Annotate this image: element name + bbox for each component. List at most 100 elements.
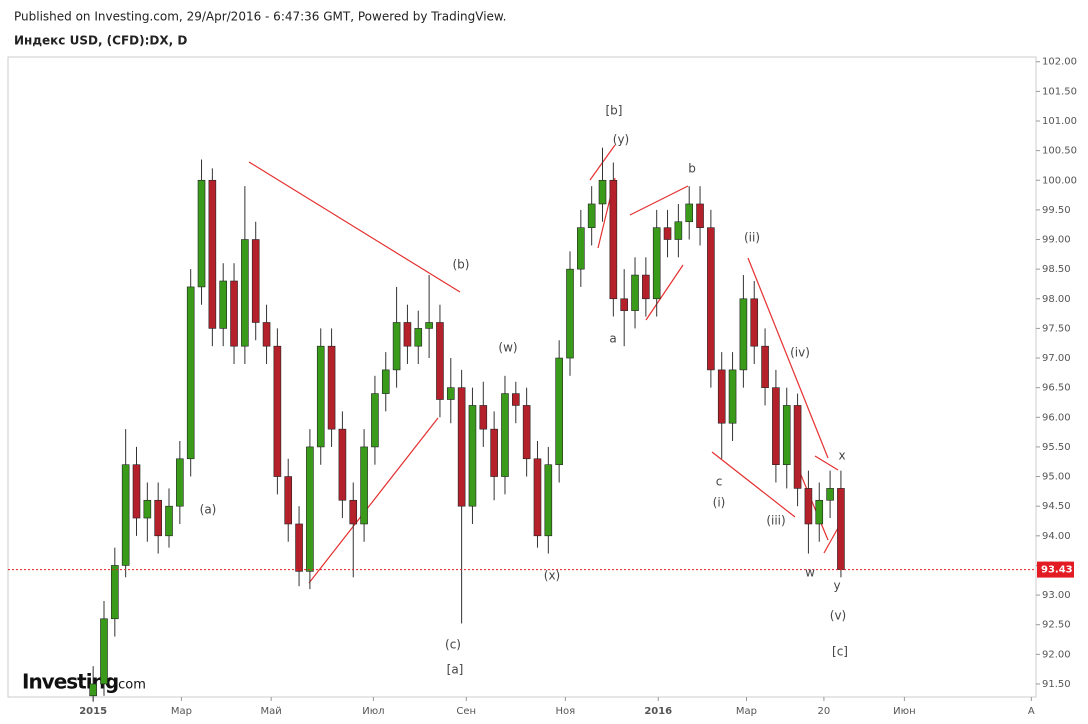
- candle-body: [468, 405, 477, 507]
- candle-body: [349, 499, 358, 525]
- candle-body: [132, 464, 141, 519]
- candle-body: [598, 179, 607, 205]
- candle-body: [696, 203, 704, 228]
- wave-label: w: [805, 566, 815, 580]
- y-tick-label: 101.00: [1042, 116, 1077, 127]
- y-tick-label: 95.50: [1042, 442, 1071, 453]
- x-tick-label: Ноя: [556, 706, 576, 717]
- y-tick-label: 92.50: [1042, 620, 1071, 631]
- wave-label: [b]: [606, 104, 623, 118]
- x-tick-label: Сен: [456, 706, 476, 717]
- candle-body: [381, 369, 390, 394]
- candle-body: [717, 369, 726, 424]
- candle-body: [392, 322, 401, 371]
- candle-body: [371, 393, 379, 448]
- candle-body: [674, 221, 683, 240]
- candle-body: [208, 179, 217, 329]
- candle-body: [360, 446, 368, 525]
- candle-body: [793, 405, 802, 489]
- x-tick-label: 2015: [79, 706, 107, 717]
- wave-label: [a]: [447, 663, 464, 677]
- x-tick-label: Мар: [736, 706, 757, 717]
- candle-body: [111, 565, 119, 620]
- candle-body: [620, 298, 628, 311]
- candle-body: [804, 488, 813, 525]
- candle-body: [577, 227, 585, 270]
- candle-body: [631, 274, 639, 311]
- candle-body: [707, 227, 715, 371]
- candle-body: [176, 458, 184, 507]
- y-tick-label: 101.50: [1042, 86, 1077, 97]
- candle-body: [230, 280, 238, 347]
- candle-body: [533, 458, 542, 537]
- y-tick-label: 97.50: [1042, 323, 1071, 334]
- candle-body: [501, 393, 509, 477]
- wave-label: (v): [830, 609, 846, 623]
- y-tick-label: 93.00: [1042, 590, 1071, 601]
- candle-body: [186, 286, 195, 460]
- y-tick-label: 91.50: [1042, 679, 1071, 690]
- wave-label: (y): [613, 133, 629, 147]
- y-tick-label: 98.50: [1042, 264, 1071, 275]
- candle-body: [782, 405, 791, 466]
- candle-body: [295, 523, 303, 572]
- candle-body: [165, 505, 173, 537]
- candle-body: [436, 322, 444, 400]
- x-tick-label: 20: [818, 706, 831, 717]
- candle-body: [512, 393, 520, 406]
- candle-body: [425, 322, 433, 329]
- candle-body: [544, 464, 553, 537]
- y-tick-label: 100.50: [1042, 146, 1077, 157]
- candle-body: [89, 683, 97, 697]
- candle-body: [306, 446, 314, 572]
- candle-body: [262, 322, 271, 347]
- candle-body: [316, 345, 325, 448]
- wave-label: (i): [713, 496, 726, 510]
- candle-body: [338, 428, 347, 501]
- candle-body: [728, 369, 737, 424]
- y-tick-label: 100.00: [1042, 175, 1077, 186]
- candle-body: [100, 618, 108, 685]
- candle-body: [327, 345, 336, 430]
- y-tick-label: 96.50: [1042, 383, 1071, 394]
- candle-body: [273, 345, 282, 477]
- candle-body: [241, 239, 249, 347]
- x-tick-label: Мар: [171, 706, 192, 717]
- candle-body: [837, 488, 845, 570]
- wave-label: b: [688, 162, 696, 176]
- wave-label: [c]: [832, 645, 848, 659]
- candle-body: [143, 499, 152, 519]
- logo-suffix: .com: [114, 678, 146, 693]
- candle-body: [219, 280, 227, 329]
- y-tick-label: 94.00: [1042, 531, 1071, 542]
- wave-label: a: [609, 332, 616, 346]
- x-tick-label: Июн: [893, 706, 915, 717]
- wave-label: (x): [544, 569, 560, 583]
- candle-body: [663, 227, 672, 240]
- candle-body: [609, 179, 618, 300]
- x-tick-label: Май: [261, 706, 282, 717]
- y-tick-label: 97.00: [1042, 353, 1071, 364]
- last-price-tag: [1037, 561, 1074, 578]
- x-tick-label: А: [1028, 706, 1035, 717]
- symbol-title: Индекс USD, (CFD):DX, D: [14, 34, 187, 48]
- y-tick-label: 95.00: [1042, 472, 1071, 483]
- y-tick-label: 92.00: [1042, 649, 1071, 660]
- y-tick-label: 98.00: [1042, 294, 1071, 305]
- y-tick-label: 102.00: [1042, 57, 1077, 68]
- trend-lines: [248, 144, 839, 584]
- candle-body: [522, 405, 531, 460]
- candle-body: [750, 298, 759, 347]
- candle-body: [685, 203, 694, 223]
- candle-body: [457, 387, 466, 507]
- wave-label: c: [716, 475, 723, 489]
- candle-body: [739, 298, 748, 371]
- plot-frame: [7, 56, 1037, 698]
- candle-body: [761, 345, 769, 388]
- y-tick-label: 99.50: [1042, 205, 1071, 216]
- last-price-label: 93.43: [1041, 565, 1073, 576]
- wave-label: y: [833, 579, 840, 593]
- candle-body: [815, 499, 824, 525]
- candle-body: [772, 387, 780, 466]
- candle-body: [403, 322, 412, 347]
